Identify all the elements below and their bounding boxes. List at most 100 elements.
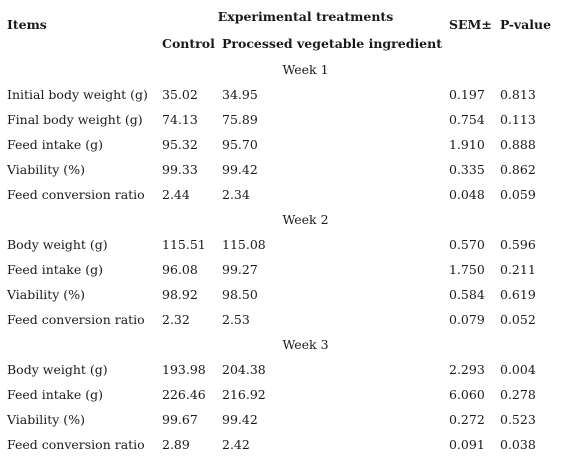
p-value-cell: 0.813 xyxy=(500,87,536,102)
p-value-cell: 0.596 xyxy=(500,237,536,252)
control-cell: 115.51 xyxy=(162,237,206,252)
p-value-cell: 0.113 xyxy=(500,112,536,127)
control-cell: 99.67 xyxy=(162,412,198,427)
p-value-cell: 0.052 xyxy=(500,312,536,327)
items-header: Items xyxy=(7,17,47,32)
p-value-header: P-value xyxy=(500,17,552,32)
week-spacer xyxy=(449,207,500,232)
table-body: Week 1 Initial body weight (g) 35.02 34.95 0… xyxy=(5,57,560,457)
sem-cell: 0.272 xyxy=(449,412,485,427)
processed-cell: 95.70 xyxy=(222,137,258,152)
week-row: Week 2 xyxy=(5,207,560,232)
item-cell: Viability (%) xyxy=(7,162,85,177)
table-row: Initial body weight (g) 35.02 34.95 0.197 0.… xyxy=(5,82,560,107)
control-cell: 95.32 xyxy=(162,137,198,152)
week-spacer xyxy=(5,332,162,357)
processed-cell: 115.08 xyxy=(222,237,266,252)
item-cell: Final body weight (g) xyxy=(7,112,143,127)
sem-cell: 0.091 xyxy=(449,437,485,452)
control-cell: 2.89 xyxy=(162,437,190,452)
sem-cell: 1.750 xyxy=(449,262,485,277)
p-value-cell: 0.523 xyxy=(500,412,536,427)
table-row: Viability (%) 98.92 98.50 0.584 0.619 xyxy=(5,282,560,307)
week-label: Week 1 xyxy=(282,62,329,77)
control-cell: 2.44 xyxy=(162,187,190,202)
processed-cell: 2.53 xyxy=(222,312,250,327)
week-spacer xyxy=(449,57,500,82)
processed-cell: 2.34 xyxy=(222,187,250,202)
processed-cell: 75.89 xyxy=(222,112,258,127)
table-row: Viability (%) 99.67 99.42 0.272 0.523 xyxy=(5,407,560,432)
table-row: Feed conversion ratio 2.89 2.42 0.091 0.038 xyxy=(5,432,560,457)
p-value-cell: 0.004 xyxy=(500,362,536,377)
table-row: Body weight (g) 115.51 115.08 0.570 0.596 xyxy=(5,232,560,257)
sem-cell: 0.048 xyxy=(449,187,485,202)
table-row: Feed intake (g) 96.08 99.27 1.750 0.211 xyxy=(5,257,560,282)
control-cell: 99.33 xyxy=(162,162,198,177)
processed-header: Processed vegetable ingredient xyxy=(222,35,443,51)
table-row: Feed conversion ratio 2.44 2.34 0.048 0.059 xyxy=(5,182,560,207)
item-cell: Viability (%) xyxy=(7,412,85,427)
table-row: Final body weight (g) 74.13 75.89 0.754 0.11… xyxy=(5,107,560,132)
week-spacer xyxy=(500,332,560,357)
processed-cell: 216.92 xyxy=(222,387,266,402)
processed-cell: 99.42 xyxy=(222,162,258,177)
week-row: Week 1 xyxy=(5,57,560,82)
p-value-cell: 0.038 xyxy=(500,437,536,452)
item-cell: Feed conversion ratio xyxy=(7,437,145,452)
table-row: Body weight (g) 193.98 204.38 2.293 0.004 xyxy=(5,357,560,382)
item-cell: Initial body weight (g) xyxy=(7,87,148,102)
processed-cell: 98.50 xyxy=(222,287,258,302)
sem-cell: 0.754 xyxy=(449,112,485,127)
item-cell: Viability (%) xyxy=(7,287,85,302)
control-header: Control xyxy=(162,35,215,51)
processed-cell: 2.42 xyxy=(222,437,250,452)
item-cell: Feed conversion ratio xyxy=(7,312,145,327)
p-value-cell: 0.278 xyxy=(500,387,536,402)
sem-cell: 1.910 xyxy=(449,137,485,152)
sem-cell: 0.079 xyxy=(449,312,485,327)
p-value-cell: 0.862 xyxy=(500,162,536,177)
item-cell: Feed conversion ratio xyxy=(7,187,145,202)
control-cell: 35.02 xyxy=(162,87,198,102)
sem-cell: 2.293 xyxy=(449,362,485,377)
week-spacer xyxy=(500,57,560,82)
sem-cell: 0.570 xyxy=(449,237,485,252)
control-cell: 74.13 xyxy=(162,112,198,127)
p-value-cell: 0.211 xyxy=(500,262,536,277)
p-value-cell: 0.619 xyxy=(500,287,536,302)
table-row: Feed intake (g) 226.46 216.92 6.060 0.278 xyxy=(5,382,560,407)
p-value-cell: 0.888 xyxy=(500,137,536,152)
sem-cell: 0.335 xyxy=(449,162,485,177)
table-row: Viability (%) 99.33 99.42 0.335 0.862 xyxy=(5,157,560,182)
control-cell: 2.32 xyxy=(162,312,190,327)
table-row: Feed intake (g) 95.32 95.70 1.910 0.888 xyxy=(5,132,560,157)
header-row-bottom: Control Processed vegetable ingredient xyxy=(5,29,560,57)
week-spacer xyxy=(500,207,560,232)
sem-cell: 0.197 xyxy=(449,87,485,102)
header-row-top: Items Experimental treatments SEM± P-val… xyxy=(5,4,560,32)
processed-cell: 99.42 xyxy=(222,412,258,427)
item-cell: Body weight (g) xyxy=(7,237,108,252)
item-cell: Body weight (g) xyxy=(7,362,108,377)
processed-cell: 99.27 xyxy=(222,262,258,277)
item-cell: Feed intake (g) xyxy=(7,137,103,152)
item-cell: Feed intake (g) xyxy=(7,262,103,277)
control-cell: 98.92 xyxy=(162,287,198,302)
week-spacer xyxy=(449,332,500,357)
week-row: Week 3 xyxy=(5,332,560,357)
experimental-treatments-header: Experimental treatments xyxy=(217,9,394,24)
week-spacer xyxy=(5,57,162,82)
week-label: Week 2 xyxy=(282,212,329,227)
p-value-cell: 0.059 xyxy=(500,187,536,202)
sem-header: SEM± xyxy=(449,17,492,32)
table-row: Feed conversion ratio 2.32 2.53 0.079 0.052 xyxy=(5,307,560,332)
control-cell: 226.46 xyxy=(162,387,206,402)
results-table: Items Experimental treatments SEM± P-val… xyxy=(5,4,560,457)
processed-cell: 34.95 xyxy=(222,87,258,102)
sem-cell: 6.060 xyxy=(449,387,485,402)
week-spacer xyxy=(5,207,162,232)
control-cell: 96.08 xyxy=(162,262,198,277)
processed-cell: 204.38 xyxy=(222,362,266,377)
